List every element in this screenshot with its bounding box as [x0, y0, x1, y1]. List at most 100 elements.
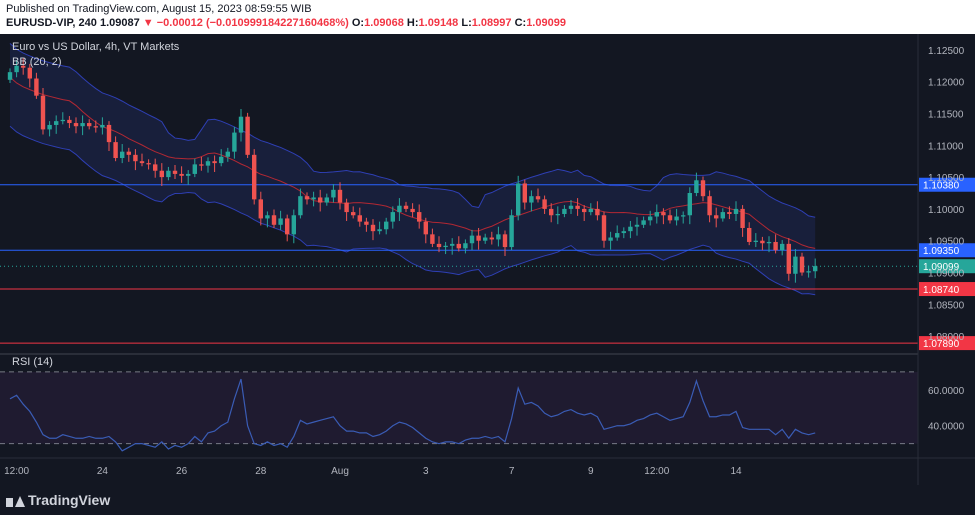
- candle-body[interactable]: [166, 170, 171, 178]
- candle-body[interactable]: [285, 218, 290, 235]
- candle-body[interactable]: [674, 216, 679, 221]
- candle-body[interactable]: [568, 205, 574, 209]
- candle-body[interactable]: [390, 212, 395, 222]
- candle-body[interactable]: [7, 72, 13, 80]
- horizontal-levels[interactable]: 1.10380 1.09350 1.08740 1.07890 1.09099: [0, 177, 975, 351]
- candle-body[interactable]: [555, 213, 560, 216]
- price-axis[interactable]: 1.12500 1.12000 1.11500 1.11000 1.10500 1.100…: [0, 34, 975, 485]
- candle-body[interactable]: [575, 205, 580, 209]
- candle-body[interactable]: [60, 119, 65, 122]
- candle-body[interactable]: [410, 208, 415, 213]
- candle-body[interactable]: [681, 215, 686, 217]
- candle-body[interactable]: [133, 154, 138, 162]
- candle-body[interactable]: [212, 161, 217, 164]
- candle-body[interactable]: [450, 243, 455, 246]
- candle-body[interactable]: [238, 116, 244, 133]
- candle-body[interactable]: [403, 205, 409, 209]
- candle-body[interactable]: [27, 67, 32, 79]
- candle-body[interactable]: [542, 199, 547, 209]
- candle-body[interactable]: [766, 241, 772, 244]
- candle-body[interactable]: [219, 156, 224, 164]
- candle-body[interactable]: [318, 197, 323, 203]
- candle-body[interactable]: [496, 234, 501, 240]
- candle-body[interactable]: [370, 224, 376, 232]
- candle-body[interactable]: [252, 154, 257, 200]
- candle-body[interactable]: [265, 215, 270, 219]
- candle-body[interactable]: [205, 161, 211, 166]
- candle-body[interactable]: [595, 208, 600, 216]
- candle-body[interactable]: [641, 220, 646, 225]
- candle-body[interactable]: [667, 215, 673, 221]
- candle-body[interactable]: [172, 170, 178, 174]
- candle-body[interactable]: [153, 164, 158, 171]
- candle-body[interactable]: [615, 233, 620, 238]
- candle-body[interactable]: [760, 240, 765, 244]
- candle-body[interactable]: [489, 237, 494, 240]
- candle-body[interactable]: [139, 161, 145, 164]
- candle-body[interactable]: [47, 124, 52, 130]
- candle-body[interactable]: [608, 237, 613, 241]
- candle-body[interactable]: [73, 123, 79, 127]
- candle-body[interactable]: [384, 221, 389, 230]
- candle-body[interactable]: [106, 124, 112, 143]
- candle-body[interactable]: [225, 151, 230, 157]
- candle-body[interactable]: [417, 212, 422, 222]
- candle-body[interactable]: [483, 237, 488, 241]
- candle-body[interactable]: [648, 216, 653, 221]
- candle-body[interactable]: [159, 170, 164, 178]
- rsi-line[interactable]: [9, 378, 816, 452]
- candle-body[interactable]: [535, 196, 541, 200]
- candle-body[interactable]: [443, 245, 448, 248]
- candle-body[interactable]: [502, 234, 508, 248]
- candle-body[interactable]: [714, 215, 719, 219]
- candle-body[interactable]: [364, 221, 369, 225]
- candle-body[interactable]: [146, 163, 151, 165]
- candle-body[interactable]: [793, 256, 798, 274]
- candle-body[interactable]: [311, 197, 316, 200]
- candle-body[interactable]: [529, 196, 534, 203]
- candle-body[interactable]: [621, 231, 626, 234]
- candle-body[interactable]: [747, 227, 752, 242]
- candle-body[interactable]: [588, 208, 593, 213]
- candle-body[interactable]: [423, 221, 428, 235]
- candle-body[interactable]: [806, 271, 811, 273]
- candle-body[interactable]: [654, 212, 659, 217]
- candle-body[interactable]: [700, 180, 706, 197]
- candle-body[interactable]: [304, 196, 310, 200]
- candle-body[interactable]: [582, 208, 587, 213]
- candle-body[interactable]: [720, 212, 725, 219]
- candle-body[interactable]: [67, 119, 72, 124]
- chart-svg[interactable]: 1.10380 1.09350 1.08740 1.07890 1.09099 60.0…: [0, 34, 975, 485]
- candle-body[interactable]: [80, 123, 85, 127]
- candle-body[interactable]: [476, 235, 481, 241]
- candle-body[interactable]: [687, 193, 692, 216]
- candle-body[interactable]: [192, 164, 197, 174]
- candle-body[interactable]: [753, 240, 758, 242]
- candle-body[interactable]: [258, 199, 263, 219]
- symbol-label[interactable]: EURUSD-VIP, 240: [6, 17, 97, 29]
- candle-body[interactable]: [430, 234, 435, 244]
- candle-body[interactable]: [799, 256, 805, 273]
- candle-body[interactable]: [813, 266, 818, 272]
- rsi-pane[interactable]: 60.0000 40.0000: [0, 371, 965, 452]
- candle-body[interactable]: [21, 65, 26, 68]
- candle-body[interactable]: [199, 164, 204, 166]
- candle-body[interactable]: [634, 224, 640, 227]
- candle-body[interactable]: [324, 197, 329, 203]
- candle-body[interactable]: [469, 235, 475, 244]
- candle-body[interactable]: [773, 241, 778, 251]
- candle-body[interactable]: [344, 202, 349, 213]
- candle-body[interactable]: [278, 218, 283, 225]
- candle-body[interactable]: [522, 183, 527, 203]
- candle-body[interactable]: [40, 95, 46, 130]
- candles-group[interactable]: [7, 58, 818, 283]
- candle-body[interactable]: [516, 183, 521, 216]
- candle-body[interactable]: [298, 196, 303, 216]
- candle-body[interactable]: [337, 189, 343, 203]
- tradingview-logo[interactable]: TradingView: [6, 492, 110, 508]
- candle-body[interactable]: [34, 78, 39, 96]
- candle-body[interactable]: [780, 243, 785, 251]
- candle-body[interactable]: [126, 151, 131, 155]
- candle-body[interactable]: [351, 212, 356, 216]
- candle-body[interactable]: [331, 189, 336, 198]
